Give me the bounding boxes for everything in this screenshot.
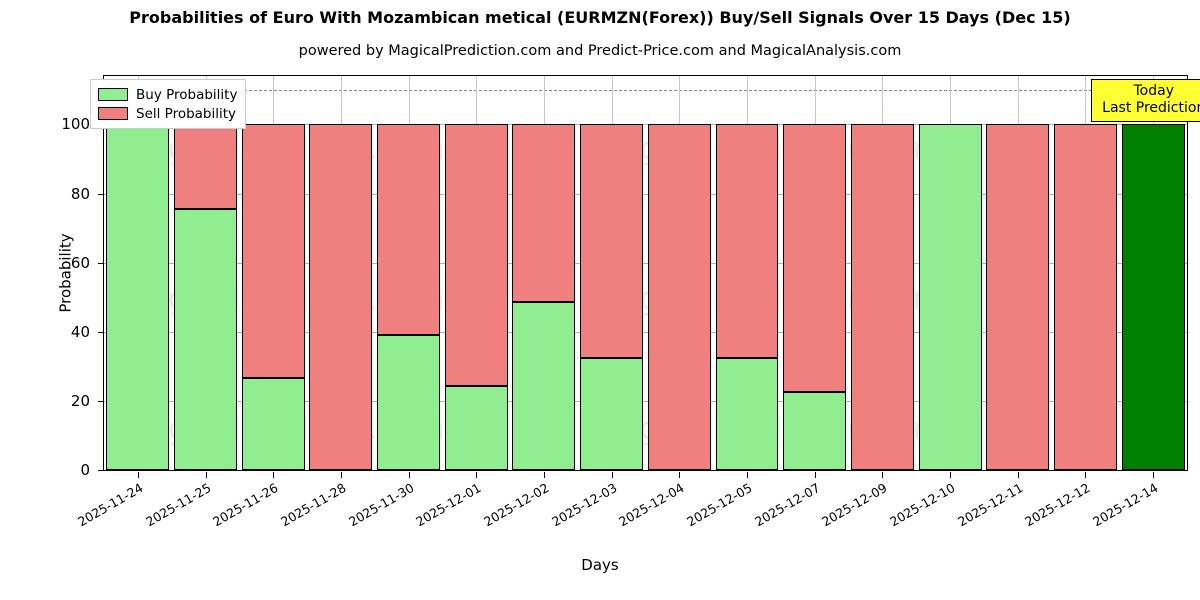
x-axis-tick — [409, 472, 410, 478]
y-axis-title: Probability — [56, 233, 75, 313]
chart-legend: Buy Probability Sell Probability — [90, 79, 247, 129]
gridline-dashed-top — [104, 89, 1187, 91]
y-axis-tick — [98, 262, 104, 264]
plot-area: MagicalAnalysis.comMagicalPrediction.com… — [57, 75, 1200, 529]
bar-segment-buy — [783, 391, 847, 470]
bar-group[interactable] — [512, 76, 576, 470]
bar-group[interactable] — [106, 76, 170, 470]
x-axis-tick — [679, 472, 680, 478]
x-axis-tick — [544, 472, 545, 478]
gridline-horizontal — [104, 124, 1187, 126]
chart-title: Probabilities of Euro With Mozambican me… — [129, 8, 1071, 27]
bar-segment-buy — [106, 124, 170, 470]
bar-group[interactable] — [1121, 76, 1185, 470]
plot-inner: MagicalAnalysis.comMagicalPrediction.com… — [104, 76, 1187, 470]
y-axis-tick-label: 60 — [70, 253, 90, 272]
bar-group[interactable] — [580, 76, 644, 470]
y-axis-tick-label: 100 — [61, 115, 90, 134]
x-axis-tick — [612, 472, 613, 478]
bar-segment-sell — [850, 124, 914, 470]
bar-group[interactable] — [647, 76, 711, 470]
bar-segment-sell — [783, 124, 847, 392]
y-axis-tick — [98, 400, 104, 402]
gridline-horizontal — [104, 400, 1187, 402]
bar-segment-buy — [918, 124, 982, 470]
x-axis-tick — [476, 472, 477, 478]
bar-group[interactable] — [309, 76, 373, 470]
x-axis-tick-label: 2025-11-28 — [277, 480, 349, 530]
x-axis-tick — [1085, 472, 1086, 478]
bar-group[interactable] — [918, 76, 982, 470]
y-axis-tick-label: 20 — [70, 391, 90, 410]
bar-segment-sell — [174, 124, 237, 210]
today-annotation-box: Today Last Prediction — [1091, 79, 1200, 123]
legend-swatch-buy-icon — [98, 88, 128, 101]
bar-segment-sell — [512, 124, 576, 303]
bar-group[interactable] — [986, 76, 1050, 470]
y-axis-tick-label: 0 — [80, 461, 90, 479]
bar-group[interactable] — [444, 76, 508, 470]
legend-item-sell[interactable]: Sell Probability — [98, 104, 237, 123]
bar-segment-sell — [715, 124, 779, 358]
bar-segment-sell — [444, 124, 508, 387]
x-axis-tick — [882, 472, 883, 478]
bar-segment-sell — [580, 124, 644, 359]
x-axis-tick — [138, 472, 139, 478]
bar-segment-buy — [377, 334, 441, 470]
bar-group[interactable] — [241, 76, 305, 470]
x-axis-tick — [950, 472, 951, 478]
bar-segment-buy — [512, 302, 576, 470]
legend-item-buy[interactable]: Buy Probability — [98, 85, 237, 104]
x-axis-tick — [1018, 472, 1019, 478]
gridline-horizontal — [104, 331, 1187, 333]
bar-segment-today — [1121, 124, 1185, 470]
legend-swatch-sell-icon — [98, 107, 128, 120]
gridline-horizontal — [104, 262, 1187, 264]
bar-group[interactable] — [377, 76, 441, 470]
x-axis-title: Days — [581, 556, 619, 574]
legend-label-buy: Buy Probability — [136, 86, 238, 103]
legend-label-sell: Sell Probability — [136, 105, 237, 122]
bar-segment-buy — [580, 358, 644, 470]
bar-group[interactable] — [1053, 76, 1117, 470]
x-axis-tick — [341, 472, 342, 478]
today-line1: Today — [1133, 83, 1174, 99]
bar-segment-sell — [986, 124, 1050, 470]
x-axis-tick-label: 2025-12-14 — [1090, 480, 1161, 530]
x-axis-tick-label: 2025-11-24 — [74, 480, 146, 530]
bar-segment-sell — [241, 124, 305, 379]
y-axis-tick-label: 80 — [70, 184, 90, 203]
x-axis-tick — [815, 472, 816, 478]
today-line2: Last Prediction — [1102, 100, 1200, 117]
bar-group[interactable] — [174, 76, 237, 470]
y-axis-tick — [98, 193, 104, 195]
x-axis-tick — [273, 472, 274, 478]
x-axis-tick — [206, 472, 207, 478]
bar-segment-buy — [174, 209, 237, 470]
x-axis-tick — [747, 472, 748, 478]
bar-group[interactable] — [850, 76, 914, 470]
chart-subtitle: powered by MagicalPrediction.com and Pre… — [298, 43, 902, 59]
y-axis-tick — [98, 470, 104, 471]
bar-segment-sell — [1053, 124, 1117, 470]
y-axis-tick — [98, 331, 104, 333]
bar-group[interactable] — [715, 76, 779, 470]
x-axis-tick — [1153, 472, 1154, 478]
bar-segment-sell — [377, 124, 441, 335]
bar-segment-buy — [241, 378, 305, 470]
y-axis-tick-label: 40 — [70, 322, 90, 341]
bar-group[interactable] — [783, 76, 847, 470]
bar-segment-sell — [647, 124, 711, 470]
bar-segment-buy — [444, 386, 508, 470]
gridline-horizontal — [104, 193, 1187, 195]
bar-segment-buy — [715, 357, 779, 470]
bar-segment-sell — [309, 124, 373, 470]
